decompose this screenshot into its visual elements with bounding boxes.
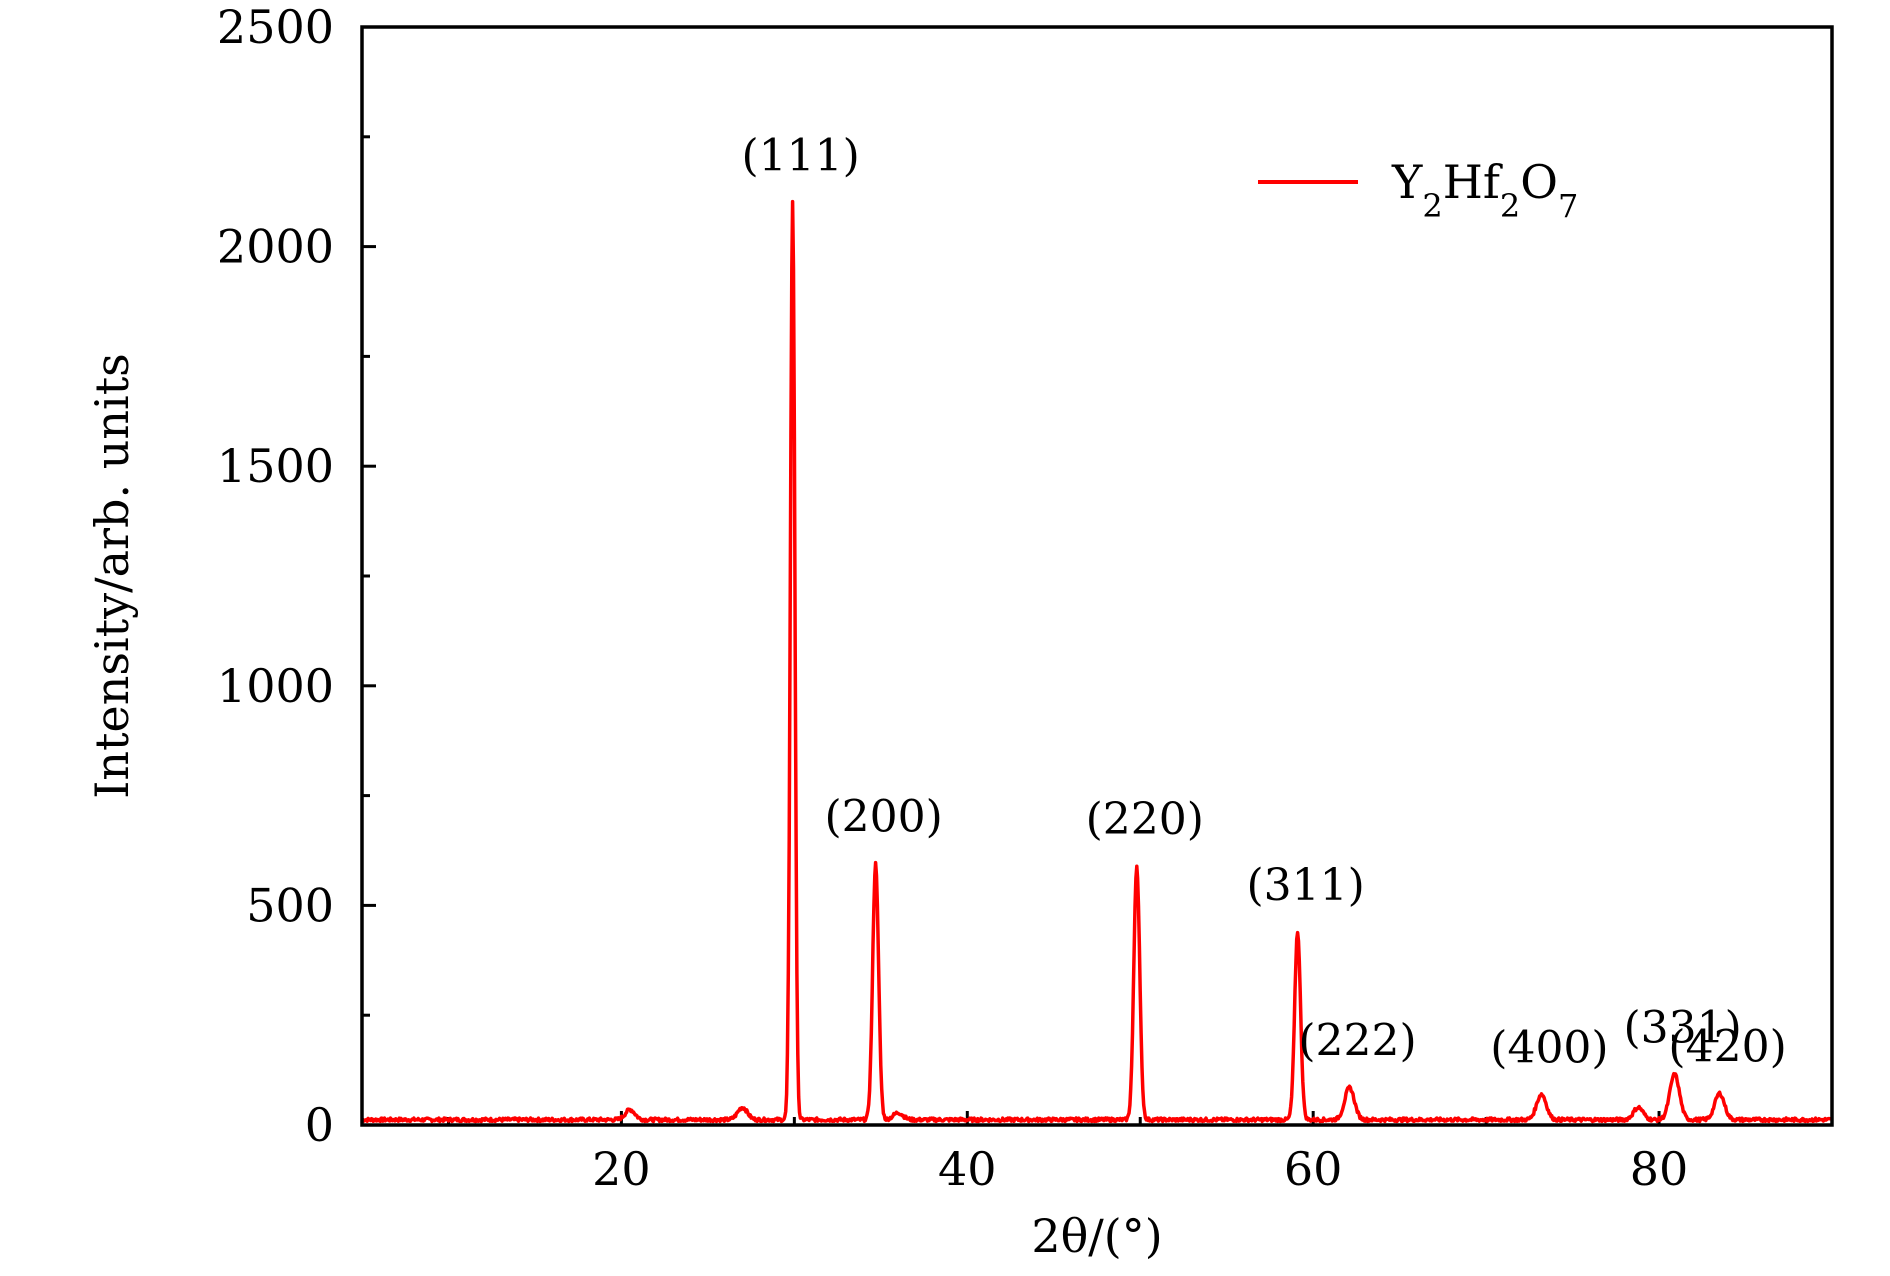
peak-label: (111) <box>741 131 859 182</box>
y-tick-label: 1500 <box>217 439 334 493</box>
peak-label: (400) <box>1490 1022 1608 1073</box>
y-tick-label: 500 <box>246 878 334 932</box>
peak-label: (200) <box>824 792 942 843</box>
y-tick-label: 2500 <box>217 0 334 54</box>
peak-label: (222) <box>1298 1016 1416 1067</box>
x-tick-label: 40 <box>938 1142 997 1196</box>
peak-label: (311) <box>1246 860 1364 911</box>
y-tick-labels: 0 500 1000 1500 2000 2500 <box>217 0 334 1152</box>
legend-label: Y2Hf2O7 <box>1391 155 1578 225</box>
x-tick-labels: 20 40 60 80 <box>592 1142 1688 1196</box>
x-axis-label: 2θ/(°) <box>1031 1209 1162 1263</box>
peak-label: (420) <box>1668 1021 1786 1072</box>
x-tick-label: 80 <box>1630 1142 1689 1196</box>
legend: Y2Hf2O7 <box>1258 155 1578 225</box>
y-tick-label: 0 <box>305 1098 334 1152</box>
y-tick-label: 1000 <box>217 659 334 713</box>
plot-area <box>361 199 1833 1124</box>
y-tick-label: 2000 <box>217 220 334 274</box>
x-tick-label: 60 <box>1284 1142 1343 1196</box>
plot-frame <box>360 25 1834 1127</box>
peak-label: (331) <box>1623 1002 1741 1053</box>
series-line <box>361 199 1833 1124</box>
peak-label: (220) <box>1086 794 1204 845</box>
peak-labels: (111) (200) (220) (311) (222) (400) (331)(420) <box>741 131 1786 1074</box>
x-tick-label: 20 <box>592 1142 651 1196</box>
y-axis-label: Intensity/arb. units <box>85 353 139 799</box>
